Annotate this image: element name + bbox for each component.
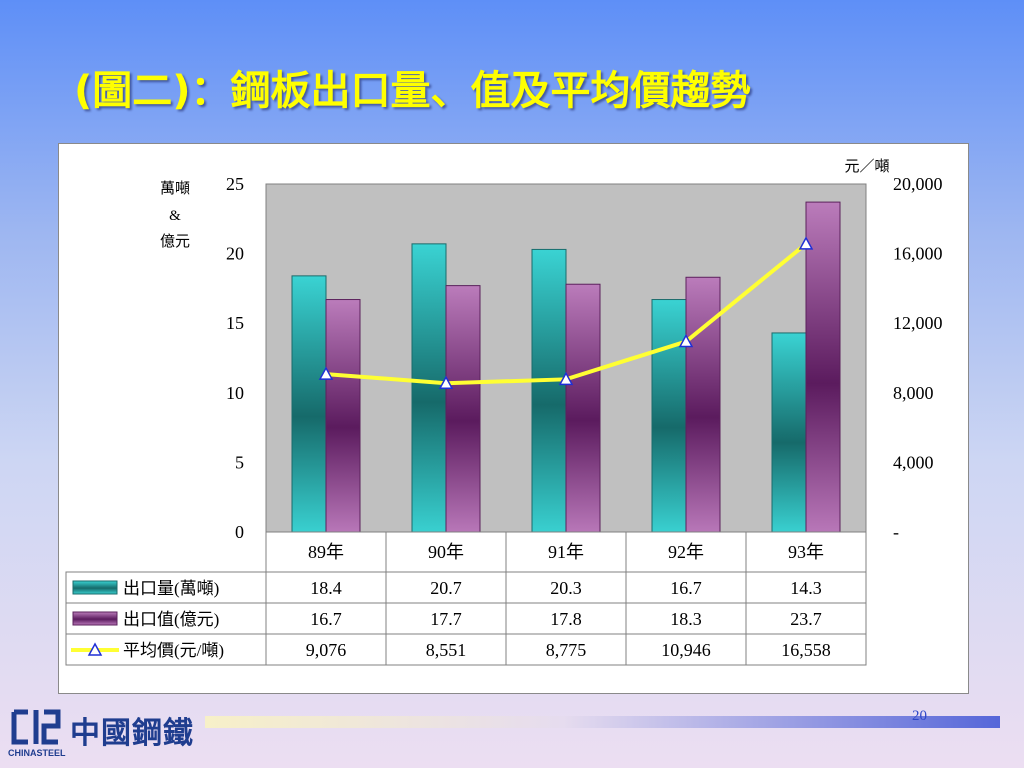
data-label: 23.7 — [790, 609, 822, 629]
value-bar — [565, 283, 601, 533]
volume-bar — [771, 332, 807, 533]
price-marker — [438, 375, 454, 389]
volume-bar — [531, 248, 567, 533]
data-label: 18.3 — [670, 609, 702, 629]
left-axis-label-line: 萬噸 — [160, 180, 190, 197]
category-label: 89年 — [308, 542, 344, 562]
table-row — [65, 633, 867, 666]
volume-bar — [651, 299, 687, 533]
series-name: 出口量(萬噸) — [123, 579, 219, 598]
data-label: 10,946 — [661, 640, 711, 660]
chart-panel: 萬噸 & 億元 元／噸 0 5 10 15 20 25 - 4,000 8,000 12,000… — [58, 143, 969, 694]
page-number: 20 — [912, 708, 927, 724]
volume-bar — [291, 275, 327, 533]
chart: 萬噸 & 億元 元／噸 0 5 10 15 20 25 - 4,000 8,000 12,000… — [65, 158, 943, 666]
right-axis-ticks: - 4,000 8,000 12,000 16,000 20,000 — [893, 174, 943, 542]
price-marker — [798, 236, 814, 250]
data-label: 16,558 — [781, 640, 831, 660]
category-label: 90年 — [428, 542, 464, 562]
company-name: 中國鋼鐵 — [70, 716, 194, 751]
data-label: 8,775 — [546, 640, 587, 660]
legend-key — [72, 611, 118, 626]
data-label: 16.7 — [670, 578, 702, 598]
price-marker — [678, 333, 694, 348]
table-category-row — [265, 531, 867, 573]
series-name: 平均價(元/噸) — [123, 641, 224, 660]
left-axis-label-line: & — [169, 208, 181, 224]
right-axis-tick-label: - — [893, 522, 899, 542]
series-name: 出口值(億元) — [123, 610, 219, 629]
legend-marker — [87, 642, 103, 656]
left-axis-tick-label: 10 — [226, 383, 244, 403]
price-marker — [318, 366, 334, 380]
value-bar — [325, 299, 361, 533]
legend-key — [72, 580, 118, 595]
left-axis-tick-label: 15 — [226, 313, 244, 333]
data-label: 18.4 — [310, 578, 342, 598]
right-axis-tick-label: 20,000 — [893, 174, 943, 194]
value-bar — [445, 285, 481, 533]
data-label: 20.7 — [430, 578, 462, 598]
left-axis-tick-label: 5 — [235, 452, 244, 472]
data-label: 17.7 — [430, 609, 462, 629]
right-axis-label: 元／噸 — [844, 158, 889, 175]
data-label: 9,076 — [306, 640, 347, 660]
price-line — [318, 236, 814, 389]
data-label: 14.3 — [790, 578, 822, 598]
category-label: 92年 — [668, 542, 704, 562]
price-marker — [558, 371, 574, 386]
chinasteel-logo-icon — [11, 709, 61, 745]
data-label: 20.3 — [550, 578, 582, 598]
left-axis-label-line: 億元 — [160, 233, 190, 250]
right-axis-tick-label: 12,000 — [893, 313, 943, 333]
footer-bar — [205, 716, 1000, 728]
data-label: 16.7 — [310, 609, 342, 629]
category-label: 91年 — [548, 542, 584, 562]
category-label: 93年 — [788, 542, 824, 562]
value-bar — [805, 201, 841, 533]
left-axis-tick-label: 0 — [235, 522, 244, 542]
right-axis-tick-label: 8,000 — [893, 383, 934, 403]
right-axis-tick-label: 4,000 — [893, 452, 934, 472]
data-label: 8,551 — [426, 640, 467, 660]
left-axis-label: 萬噸 & 億元 — [160, 180, 190, 250]
company-sub-name: CHINASTEEL — [8, 748, 66, 758]
left-axis-ticks: 0 5 10 15 20 25 — [226, 174, 244, 542]
left-axis-tick-label: 20 — [226, 244, 244, 264]
left-axis-tick-label: 25 — [226, 174, 244, 194]
slide-title: (圖二)：鋼板出口量、值及平均價趨勢 — [74, 68, 751, 114]
data-label: 17.8 — [550, 609, 582, 629]
right-axis-tick-label: 16,000 — [893, 244, 943, 264]
